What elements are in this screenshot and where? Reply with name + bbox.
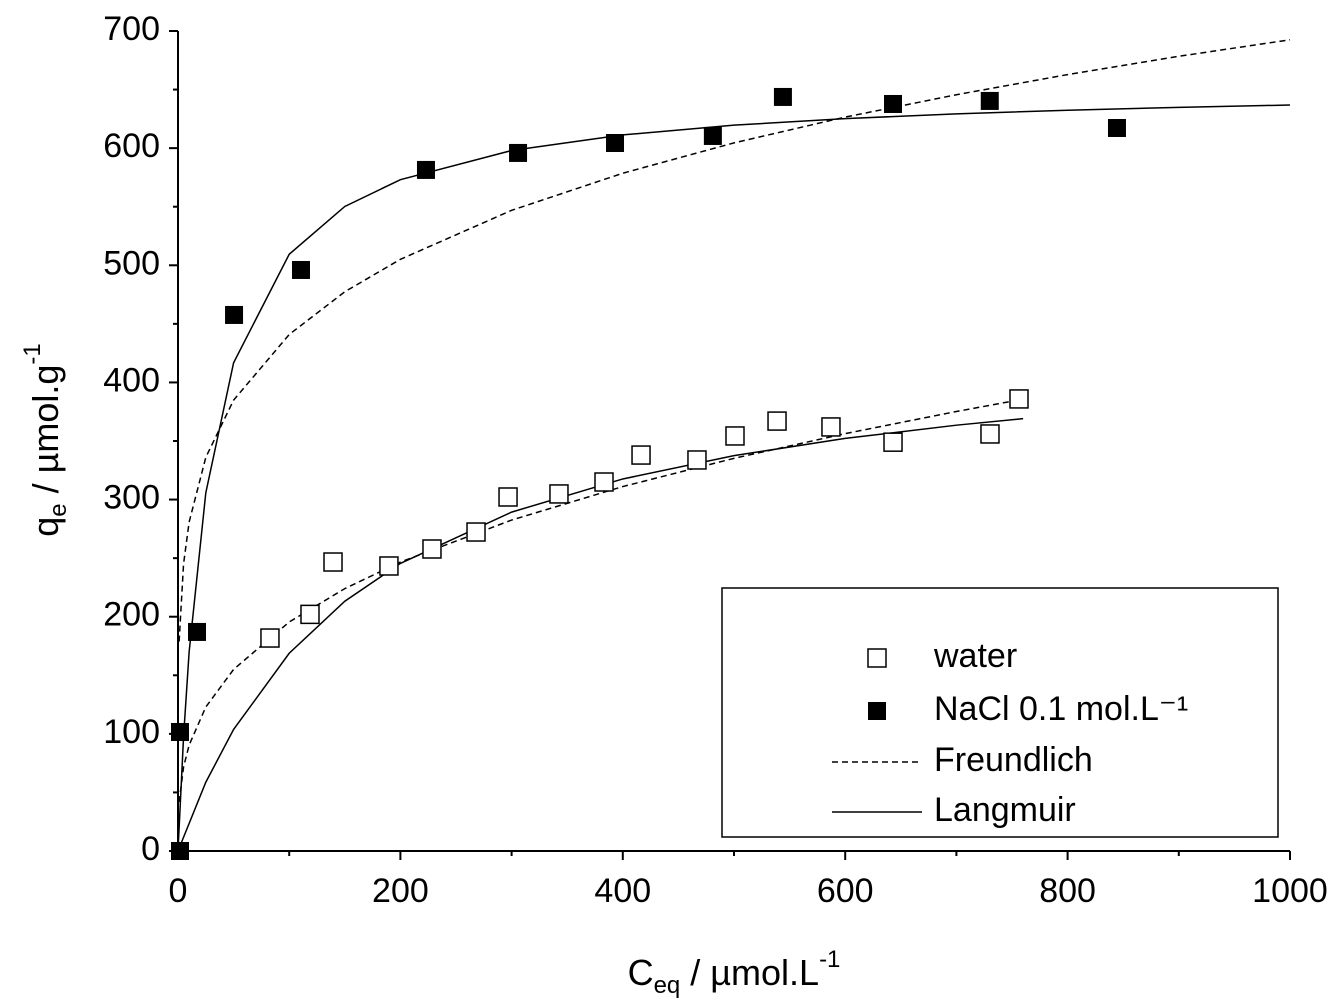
x-tick-label: 200 — [372, 872, 429, 910]
data-point — [509, 143, 528, 162]
data-point — [291, 260, 310, 279]
y-tick-label: 100 — [103, 713, 160, 751]
x-tick-label: 600 — [817, 872, 874, 910]
data-point — [1009, 389, 1029, 409]
data-point — [606, 133, 625, 152]
data-point — [703, 126, 722, 145]
x-tick-label: 0 — [169, 872, 188, 910]
legend-label: NaCl 0.1 mol.L⁻¹ — [934, 690, 1188, 728]
data-point — [1107, 118, 1126, 137]
y-tick-label: 300 — [103, 479, 160, 517]
legend-label: Freundlich — [934, 741, 1093, 779]
legend-marker — [867, 648, 887, 668]
data-point — [416, 160, 435, 179]
data-point — [773, 87, 792, 106]
data-point — [323, 552, 343, 572]
y-label-sup: -1 — [19, 343, 46, 364]
legend-marker — [868, 702, 886, 720]
data-point — [300, 604, 320, 625]
x-label-part: C — [628, 952, 654, 993]
data-point — [767, 411, 787, 431]
x-tick-label: 1000 — [1252, 872, 1328, 910]
data-point — [188, 622, 207, 641]
data-point — [631, 445, 651, 465]
x-label-part: / µmol.L — [680, 952, 819, 993]
data-point — [171, 722, 190, 741]
y-tick-label: 0 — [141, 830, 160, 868]
data-point — [422, 539, 442, 559]
x-label-sub: eq — [654, 972, 681, 999]
data-point — [725, 426, 745, 446]
y-tick-label: 400 — [103, 361, 160, 399]
data-point — [821, 417, 841, 437]
legend-box — [721, 587, 1279, 838]
legend-label: water — [933, 637, 1017, 675]
data-point — [498, 487, 518, 507]
fit-curve — [178, 39, 1291, 642]
y-label-part: q — [25, 517, 66, 537]
legend-label: Langmuir — [934, 791, 1076, 829]
x-tick-label: 800 — [1039, 872, 1096, 910]
data-point — [171, 842, 190, 860]
data-point — [594, 472, 614, 492]
x-tick-label: 400 — [594, 872, 651, 910]
data-point — [466, 522, 486, 542]
data-point — [884, 94, 903, 113]
fit-curve — [177, 104, 1291, 852]
data-point — [980, 91, 999, 110]
y-tick-label: 200 — [103, 596, 160, 634]
y-label-sub: e — [45, 503, 72, 516]
data-point — [980, 424, 1000, 444]
data-point — [379, 556, 399, 576]
x-axis-label: Ceq / µmol.L-1 — [628, 946, 841, 999]
data-point — [260, 628, 280, 648]
y-tick-label: 700 — [103, 10, 160, 48]
y-label-part: / µmol.g — [25, 365, 66, 504]
x-label-sup: -1 — [819, 946, 840, 973]
fit-curve — [178, 398, 1024, 803]
data-point — [883, 432, 903, 452]
data-point — [687, 450, 707, 470]
data-point — [549, 484, 569, 504]
y-tick-label: 500 — [103, 244, 160, 282]
fit-curve — [177, 417, 1024, 852]
y-axis-label: qe / µmol.g-1 — [19, 343, 72, 537]
y-tick-label: 600 — [103, 127, 160, 165]
data-point — [225, 305, 244, 324]
